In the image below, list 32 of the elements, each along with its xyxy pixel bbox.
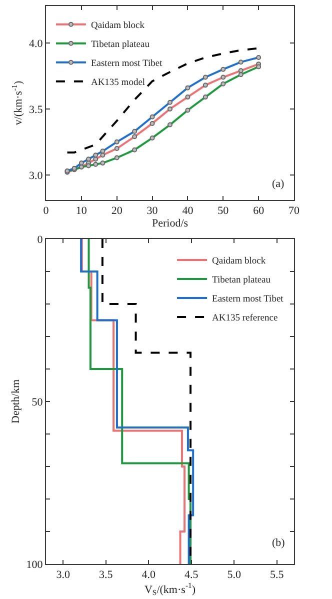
x-tick-label: 4.5	[184, 569, 199, 582]
legend-label: Qaidam block	[90, 21, 145, 32]
legend-label: AK135 model	[90, 78, 146, 88]
legend-label: Tibetan plateau	[212, 276, 271, 286]
x-tick-label: 20	[111, 205, 123, 218]
y-tick-label: 50	[32, 396, 44, 408]
y-tick-label: 3.5	[29, 104, 44, 116]
x-tick-label: 50	[218, 205, 230, 218]
y-tick-label: 100	[26, 558, 44, 571]
x-tick-label: 3.5	[98, 569, 114, 582]
x-tick-label: 5.0	[227, 569, 242, 582]
x-tick-label: 40	[182, 205, 194, 218]
annotation: (b)	[272, 537, 286, 549]
annotation: (a)	[272, 178, 285, 190]
x-tick-label: 10	[76, 205, 88, 218]
x-tick-label: 70	[288, 205, 300, 218]
x-tick-label: 60	[253, 205, 265, 218]
y-tick-label: 0	[37, 234, 44, 246]
legend-label: Eastern most Tibet	[212, 294, 284, 305]
x-axis-title: V$_{S}$/(km·s$^{-1}$)	[144, 581, 196, 598]
x-axis-title: Period/s	[152, 217, 188, 230]
y-tick-label: 3.0	[29, 170, 44, 182]
legend-label: Eastern most Tibet	[90, 59, 163, 70]
legend-label: AK135 reference	[212, 314, 278, 324]
x-tick-label: 3.0	[56, 569, 70, 582]
x-tick-label: 30	[146, 205, 158, 218]
y-axis-title: Depth/km	[10, 379, 22, 424]
y-tick-label: 4.0	[29, 38, 44, 50]
legend-label: Qaidam block	[212, 256, 266, 267]
legend-label: Tibetan plateau	[90, 40, 150, 50]
x-tick-label: 4.0	[142, 569, 156, 582]
x-tick-label: 5.5	[270, 569, 284, 582]
